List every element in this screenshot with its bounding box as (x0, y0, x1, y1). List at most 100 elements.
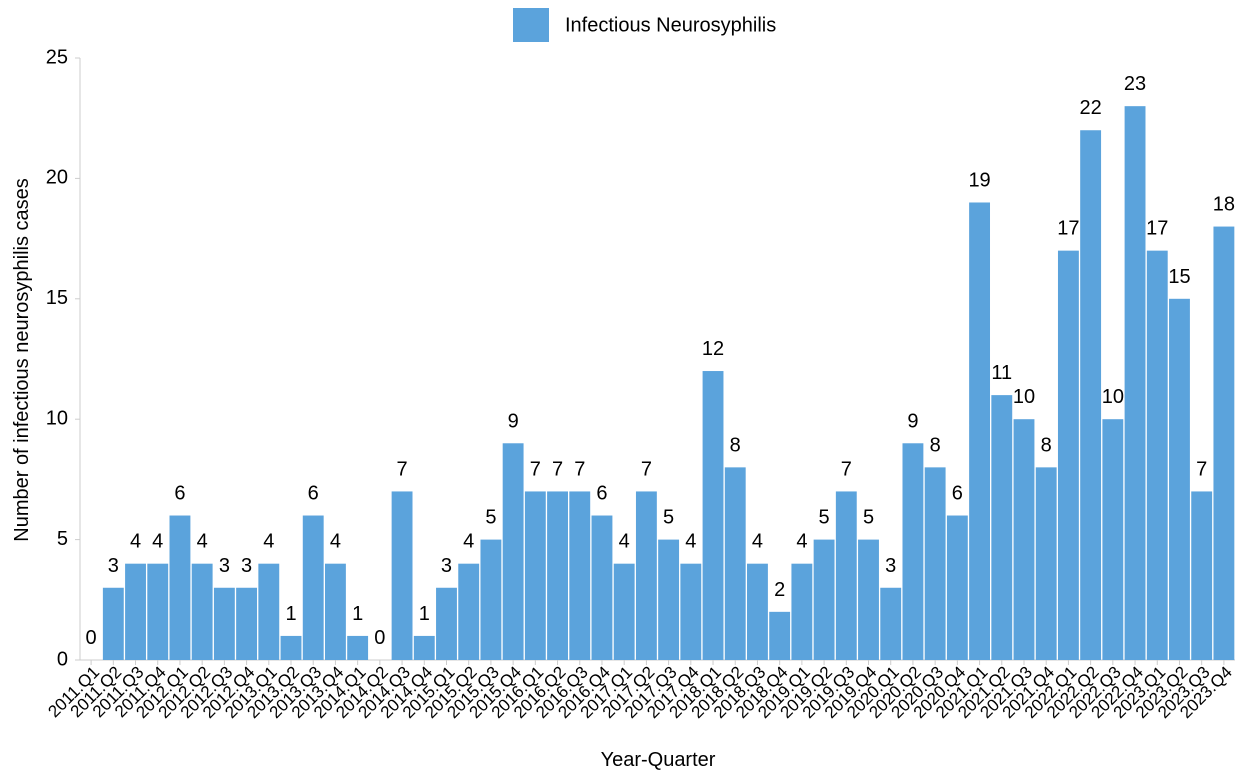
data-label: 7 (574, 458, 585, 480)
bar (1213, 226, 1235, 660)
bar (125, 563, 146, 660)
data-label: 23 (1124, 73, 1146, 95)
bar (880, 587, 902, 660)
bar (946, 515, 968, 660)
bar (1102, 419, 1124, 660)
data-label: 17 (1057, 218, 1079, 240)
bar (813, 539, 835, 660)
bar (436, 587, 457, 660)
y-tick-label: 0 (57, 648, 68, 670)
data-label: 1 (419, 603, 430, 625)
bar (924, 467, 946, 660)
bar (991, 395, 1013, 660)
data-label: 5 (485, 507, 496, 529)
bar (413, 635, 435, 660)
bar (191, 563, 213, 660)
data-label: 4 (197, 531, 208, 553)
data-label: 9 (907, 410, 918, 432)
data-label: 17 (1146, 218, 1168, 240)
data-label: 18 (1213, 194, 1235, 216)
data-label: 6 (596, 483, 607, 505)
data-label: 2 (774, 579, 785, 601)
bar (724, 467, 746, 660)
data-label: 4 (463, 531, 474, 553)
y-tick-label: 5 (57, 528, 68, 550)
bar (702, 371, 724, 660)
data-label: 9 (508, 410, 519, 432)
data-label: 7 (1196, 458, 1207, 480)
data-label: 4 (263, 531, 274, 553)
bar (635, 491, 657, 660)
data-label: 5 (819, 507, 830, 529)
y-tick-label: 10 (46, 407, 68, 429)
data-label: 11 (991, 362, 1012, 384)
bar (547, 491, 568, 660)
data-label: 8 (1041, 434, 1052, 456)
data-label: 7 (841, 458, 852, 480)
data-label: 5 (863, 507, 874, 529)
data-label: 10 (1013, 386, 1035, 408)
bar (569, 491, 591, 660)
bar (324, 563, 346, 660)
data-label: 0 (374, 627, 385, 649)
data-label: 10 (1102, 386, 1124, 408)
data-label: 4 (796, 531, 807, 553)
y-tick-label: 20 (46, 167, 68, 189)
bar (858, 539, 879, 660)
bar (258, 563, 280, 660)
bar (236, 587, 258, 660)
legend-label: Infectious Neurosyphilis (565, 14, 776, 36)
data-label: 8 (730, 434, 741, 456)
data-label: 8 (930, 434, 941, 456)
bar (102, 587, 124, 660)
bar (613, 563, 635, 660)
data-label: 3 (108, 555, 119, 577)
data-label: 19 (968, 169, 990, 191)
data-label: 1 (285, 603, 296, 625)
data-label: 3 (441, 555, 452, 577)
bar (1124, 106, 1146, 660)
data-label: 4 (330, 531, 341, 553)
data-label: 4 (152, 531, 163, 553)
bar (680, 563, 702, 660)
bar (1146, 250, 1168, 660)
bar (791, 563, 813, 660)
data-label: 3 (885, 555, 896, 577)
bar (1191, 491, 1213, 660)
data-label: 3 (241, 555, 252, 577)
bar (1080, 130, 1102, 661)
data-label: 6 (308, 483, 319, 505)
data-label: 1 (352, 603, 363, 625)
data-label: 4 (619, 531, 630, 553)
bar (591, 515, 613, 660)
data-label: 0 (86, 627, 97, 649)
bar (347, 635, 369, 660)
bar (280, 635, 302, 660)
data-label: 15 (1168, 266, 1190, 288)
bar (502, 443, 524, 660)
data-label: 6 (952, 483, 963, 505)
data-label: 4 (752, 531, 763, 553)
data-label: 4 (685, 531, 696, 553)
bar (1035, 467, 1057, 660)
data-label: 3 (219, 555, 230, 577)
data-label: 7 (530, 458, 541, 480)
bar (391, 491, 413, 660)
y-tick-label: 25 (46, 46, 68, 68)
bar (480, 539, 502, 660)
bar (524, 491, 546, 660)
bar (147, 563, 169, 660)
bar (747, 563, 768, 660)
data-label: 12 (702, 338, 724, 360)
legend-swatch (513, 8, 549, 42)
data-label: 5 (663, 507, 674, 529)
bar (769, 611, 791, 660)
x-axis-title: Year-Quarter (601, 749, 716, 771)
bar (835, 491, 857, 660)
bar (658, 539, 680, 660)
bar (302, 515, 324, 660)
bar (1057, 250, 1079, 660)
bar (1169, 298, 1190, 660)
